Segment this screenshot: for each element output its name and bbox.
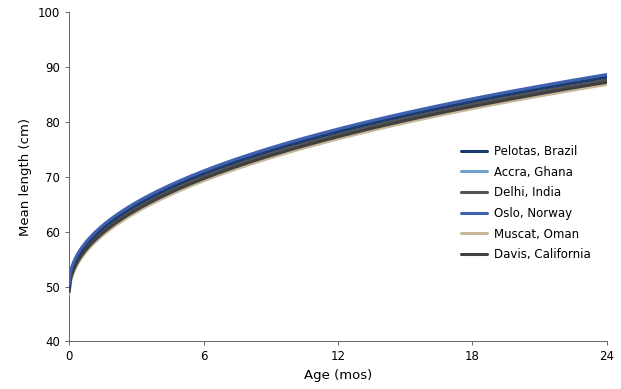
X-axis label: Age (mos): Age (mos) [304,369,372,382]
Oslo, Norway [590,74,597,79]
Muscat, Oman [603,82,610,87]
Pelotas, Brazil [65,284,73,289]
Line: Accra, Ghana: Accra, Ghana [69,76,607,286]
Delhi, India [385,120,392,124]
Davis, California [356,129,364,133]
Oslo, Norway [324,130,332,134]
Oslo, Norway [385,114,392,119]
Delhi, India [590,80,597,84]
Oslo, Norway [356,121,364,126]
Line: Oslo, Norway: Oslo, Norway [69,75,607,284]
Accra, Ghana [506,91,514,96]
Delhi, India [65,287,73,292]
Line: Davis, California: Davis, California [69,82,607,291]
Oslo, Norway [603,72,610,77]
Davis, California [385,122,392,127]
Accra, Ghana [324,131,332,136]
Accra, Ghana [65,283,73,288]
Accra, Ghana [590,76,597,81]
Oslo, Norway [65,282,73,286]
Muscat, Oman [324,139,332,144]
Pelotas, Brazil [385,117,392,122]
Muscat, Oman [590,84,597,89]
Delhi, India [506,95,514,100]
Muscat, Oman [320,140,328,145]
Pelotas, Brazil [356,124,364,129]
Muscat, Oman [356,131,364,136]
Accra, Ghana [356,123,364,128]
Delhi, India [603,78,610,82]
Pelotas, Brazil [324,132,332,137]
Muscat, Oman [506,99,514,104]
Y-axis label: Mean length (cm): Mean length (cm) [19,118,32,236]
Oslo, Norway [506,89,514,94]
Muscat, Oman [65,291,73,296]
Davis, California [65,289,73,294]
Delhi, India [356,127,364,131]
Line: Pelotas, Brazil: Pelotas, Brazil [69,77,607,287]
Davis, California [603,80,610,85]
Muscat, Oman [385,124,392,129]
Accra, Ghana [385,116,392,121]
Davis, California [590,82,597,87]
Accra, Ghana [320,132,328,137]
Pelotas, Brazil [320,133,328,138]
Davis, California [506,97,514,102]
Line: Delhi, India: Delhi, India [69,80,607,289]
Pelotas, Brazil [590,77,597,82]
Pelotas, Brazil [506,92,514,96]
Legend: Pelotas, Brazil, Accra, Ghana, Delhi, India, Oslo, Norway, Muscat, Oman, Davis, : Pelotas, Brazil, Accra, Ghana, Delhi, In… [456,140,596,266]
Oslo, Norway [320,130,328,135]
Pelotas, Brazil [603,75,610,80]
Delhi, India [324,135,332,140]
Delhi, India [320,136,328,140]
Davis, California [320,138,328,143]
Accra, Ghana [603,74,610,79]
Line: Muscat, Oman: Muscat, Oman [69,84,607,294]
Davis, California [324,137,332,142]
